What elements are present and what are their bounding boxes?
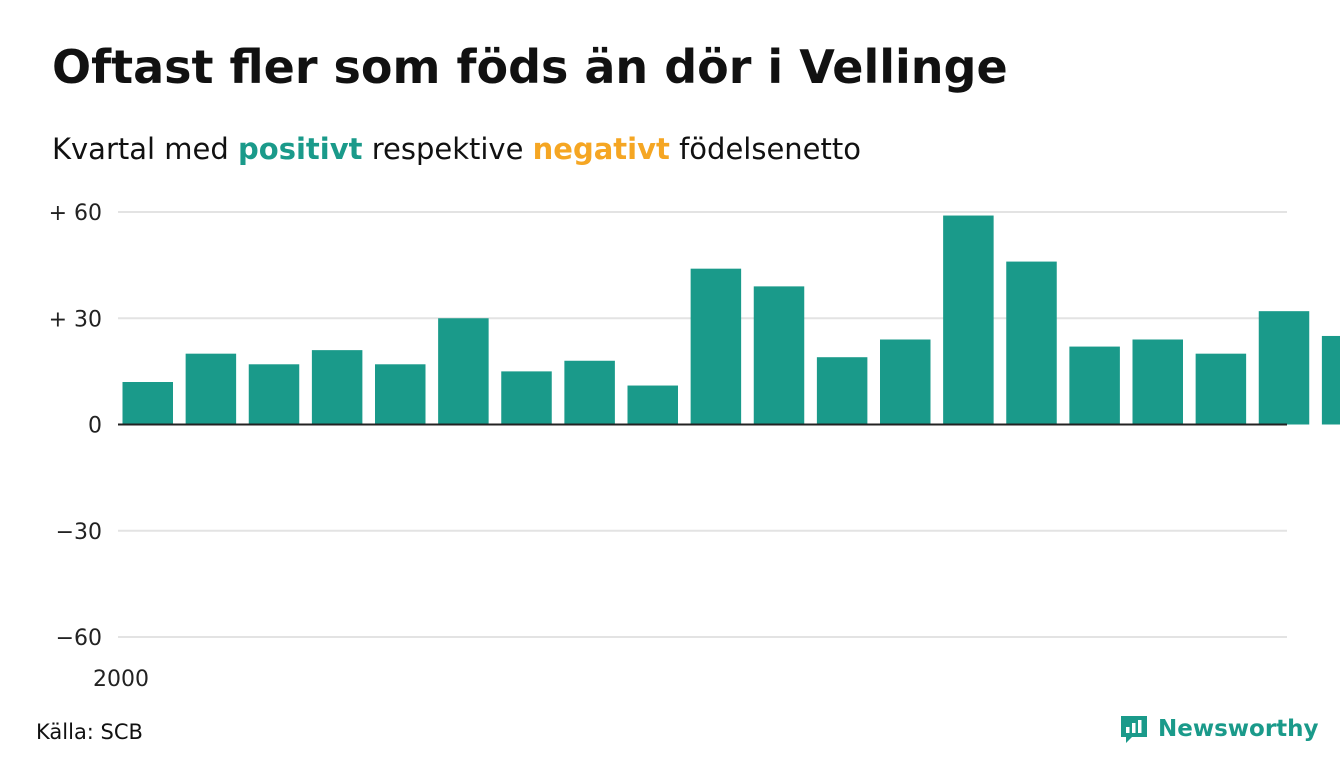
subtitle-negative-label: negativt xyxy=(532,132,670,166)
source-note: Källa: SCB xyxy=(36,720,143,744)
x-axis-tick-labels: 20002005201020152020 xyxy=(93,667,149,692)
y-tick-label: + 30 xyxy=(49,307,102,332)
brand-name: Newsworthy xyxy=(1158,716,1319,742)
bar-positive xyxy=(564,360,615,425)
bar-positive xyxy=(1258,311,1310,425)
bar-positive xyxy=(375,364,426,425)
bar-positive xyxy=(753,286,805,425)
bar-positive xyxy=(501,371,552,425)
x-tick-label: 2000 xyxy=(93,667,149,692)
subtitle-text-before: Kvartal med xyxy=(52,132,239,166)
bar-positive xyxy=(1006,261,1057,425)
y-axis-tick-labels: + 60 + 30 0 −30 −60 xyxy=(49,201,102,651)
bar-positive xyxy=(1069,346,1120,425)
subtitle-text-after: födelsenetto xyxy=(669,132,861,166)
y-tick-label: + 60 xyxy=(49,201,102,226)
y-tick-label: −30 xyxy=(56,520,102,545)
y-tick-label: 0 xyxy=(88,414,102,439)
subtitle-text-middle: respektive xyxy=(362,132,533,166)
bars xyxy=(122,215,1340,425)
bar-positive xyxy=(311,350,363,425)
bar-positive xyxy=(1321,335,1340,425)
chart-subtitle: Kvartal med positivt respektive negativt… xyxy=(52,132,861,166)
bar-positive xyxy=(943,215,994,425)
bar-positive xyxy=(122,382,173,425)
bar-positive xyxy=(880,339,931,425)
bar-positive xyxy=(185,353,237,425)
bar-positive xyxy=(690,268,742,425)
bar-chart-speech-bubble-icon xyxy=(1121,716,1147,743)
bar-positive xyxy=(438,318,489,425)
bar-positive xyxy=(816,357,868,425)
bar-chart: + 60 + 30 0 −30 −60 20002005201020152020 xyxy=(49,201,1340,692)
y-tick-label: −60 xyxy=(56,626,102,651)
subtitle-positive-label: positivt xyxy=(238,132,363,166)
bar-positive xyxy=(627,385,678,425)
brand-logo: Newsworthy xyxy=(1118,713,1319,745)
bar-positive xyxy=(1132,339,1183,425)
chart-title: Oftast fler som föds än dör i Vellinge xyxy=(52,40,1008,94)
bar-positive xyxy=(1195,353,1247,425)
bar-positive xyxy=(248,364,300,425)
